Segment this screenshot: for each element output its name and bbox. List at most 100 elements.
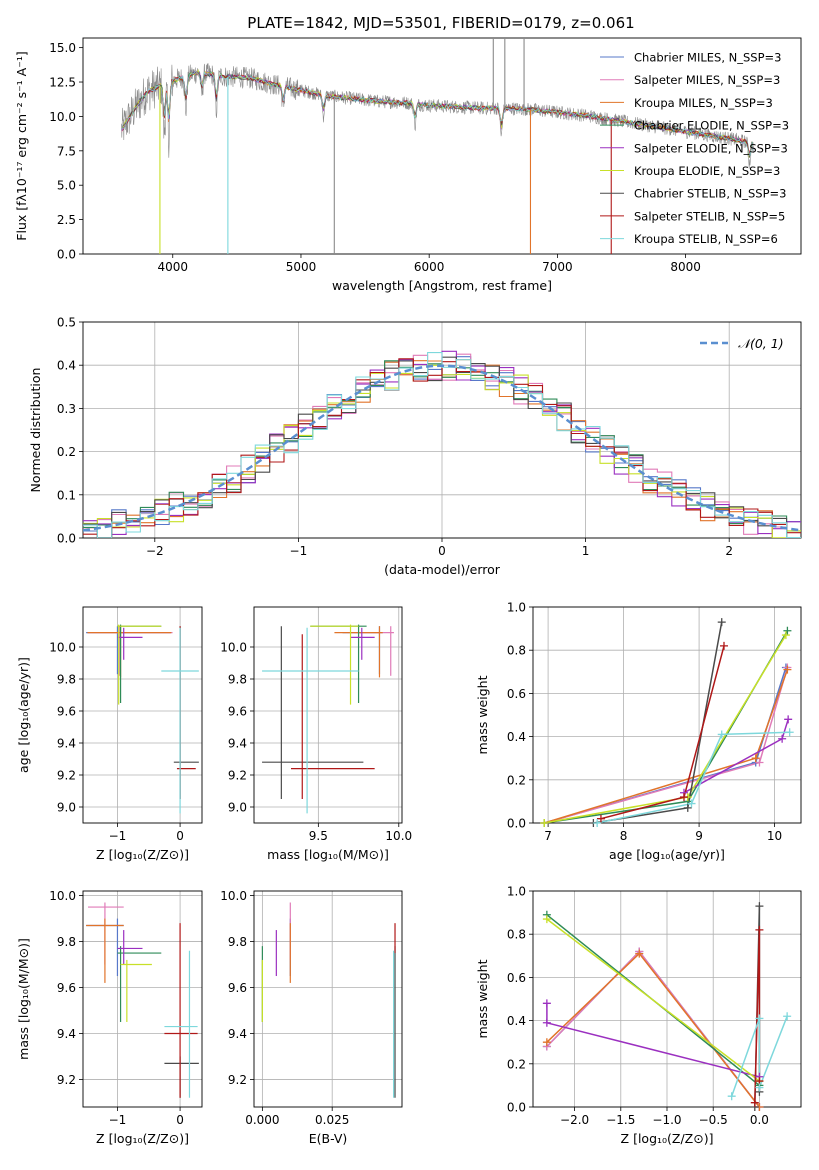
x-axis-label: Z [log₁₀(Z/Z⊙)] bbox=[96, 1131, 189, 1146]
y-tick-label: 2.5 bbox=[57, 213, 76, 227]
legend-label: Chabrier ELODIE, N_SSP=3 bbox=[634, 119, 789, 133]
mass-weight-marker bbox=[785, 728, 794, 737]
mass-weight-line bbox=[730, 1016, 788, 1097]
x-tick-label: −1.0 bbox=[652, 1113, 681, 1127]
y-tick-label: 0.3 bbox=[57, 402, 76, 416]
plot-frame bbox=[82, 321, 802, 539]
x-axis-label: E(B-V) bbox=[309, 1131, 348, 1146]
x-tick-label: −1 bbox=[290, 544, 308, 558]
legend-label: Salpeter MILES, N_SSP=3 bbox=[634, 73, 780, 87]
mass-weight-marker bbox=[542, 915, 551, 924]
legend-label: 𝒩(0, 1) bbox=[738, 336, 784, 351]
mass-weight-marker bbox=[542, 1038, 551, 1047]
y-tick-label: 0.4 bbox=[57, 359, 76, 373]
y-tick-label: 0.6 bbox=[507, 971, 526, 985]
y-axis-label: Normed distribution bbox=[28, 368, 43, 493]
y-tick-label: 9.8 bbox=[57, 673, 76, 687]
y-tick-label: 1.0 bbox=[507, 601, 526, 615]
y-tick-label: 12.5 bbox=[49, 76, 76, 90]
plot-frame bbox=[253, 890, 403, 1108]
y-tick-label: 9.2 bbox=[57, 1073, 76, 1087]
mass-weight-marker bbox=[755, 902, 764, 911]
age-vs-mass-panel: 9.5 10.0 9.0 9.2 9.4 9.6 9.8 10.0 mass [log₁₀(M/… bbox=[220, 606, 412, 862]
model-spectrum-line bbox=[123, 70, 754, 156]
x-tick-label: −2 bbox=[146, 544, 164, 558]
legend-label: Salpeter STELIB, N_SSP=5 bbox=[634, 209, 785, 223]
x-axis-label: wavelength [Angstrom, rest frame] bbox=[332, 278, 552, 293]
x-tick-label: 4000 bbox=[157, 260, 188, 274]
y-tick-label: 0.2 bbox=[507, 773, 526, 787]
x-tick-label: 0.0 bbox=[750, 1113, 769, 1127]
y-tick-label: 0.1 bbox=[57, 488, 76, 502]
figure-title: PLATE=1842, MJD=53501, FIBERID=0179, z=0… bbox=[247, 14, 634, 32]
y-tick-label: 0.8 bbox=[507, 928, 526, 942]
y-tick-label: 10.0 bbox=[49, 641, 76, 655]
y-tick-label: 9.0 bbox=[228, 801, 247, 815]
x-axis-label: Z [log₁₀(Z/Z⊙)] bbox=[96, 847, 189, 862]
x-tick-label: 0 bbox=[438, 544, 446, 558]
y-tick-label: 9.8 bbox=[57, 935, 76, 949]
y-tick-label: 9.8 bbox=[228, 935, 247, 949]
mass-weight-marker bbox=[593, 819, 602, 827]
y-tick-label: 0.6 bbox=[507, 687, 526, 701]
y-tick-label: 5.0 bbox=[57, 179, 76, 193]
residual-histogram-step bbox=[83, 358, 801, 538]
x-tick-label: 6000 bbox=[414, 260, 445, 274]
mass-weight-marker bbox=[635, 949, 644, 958]
y-tick-label: 0.2 bbox=[57, 445, 76, 459]
y-tick-label: 9.8 bbox=[228, 673, 247, 687]
x-tick-label: 10 bbox=[767, 829, 782, 843]
y-tick-label: 9.4 bbox=[57, 1027, 76, 1041]
plot-frame bbox=[82, 890, 203, 1108]
y-tick-label: 9.6 bbox=[57, 981, 76, 995]
legend-label: Kroupa STELIB, N_SSP=6 bbox=[634, 232, 778, 246]
mass-weight-marker bbox=[755, 1014, 764, 1023]
spectrum-panel: 4000 5000 6000 7000 8000 0.0 2.5 5.0 7.5 10.0 12.5… bbox=[14, 37, 802, 293]
x-tick-label: 7000 bbox=[542, 260, 573, 274]
y-tick-label: 9.4 bbox=[228, 1027, 247, 1041]
y-tick-label: 10.0 bbox=[220, 889, 247, 903]
x-tick-label: −1.5 bbox=[606, 1113, 635, 1127]
y-tick-label: 9.2 bbox=[57, 769, 76, 783]
mass-weight-marker bbox=[542, 1018, 551, 1027]
mass-weight-marker bbox=[596, 814, 605, 823]
y-tick-label: 10.0 bbox=[49, 889, 76, 903]
mass-vs-metallicity-panel: −1 0 9.2 9.4 9.6 9.8 10.0 Z [log₁₀(Z/Z⊙)] mass [… bbox=[16, 889, 203, 1146]
y-tick-label: 15.0 bbox=[49, 41, 76, 55]
legend-label: Kroupa MILES, N_SSP=3 bbox=[634, 96, 773, 110]
x-tick-label: 7 bbox=[544, 829, 552, 843]
x-tick-label: 8 bbox=[620, 829, 628, 843]
legend-label: Salpeter ELODIE, N_SSP=3 bbox=[634, 141, 788, 155]
y-tick-label: 1.0 bbox=[507, 885, 526, 899]
mass-weight-marker bbox=[781, 631, 790, 640]
x-tick-label: 1 bbox=[582, 544, 590, 558]
legend-label: Kroupa ELODIE, N_SSP=3 bbox=[634, 164, 780, 178]
mass-weight-marker bbox=[719, 641, 728, 650]
plot-frame bbox=[532, 606, 802, 824]
x-tick-label: 8000 bbox=[670, 260, 701, 274]
x-tick-label: −0.5 bbox=[699, 1113, 728, 1127]
y-axis-label: Flux [fλ10⁻¹⁷ erg cm⁻² s⁻¹ A⁻¹] bbox=[14, 51, 29, 240]
y-axis-label: mass weight bbox=[475, 959, 490, 1038]
y-tick-label: 7.5 bbox=[57, 144, 76, 158]
mass-weight-marker bbox=[751, 754, 760, 763]
plot-frame bbox=[82, 37, 802, 255]
y-tick-label: 0.0 bbox=[507, 1101, 526, 1115]
y-tick-label: 9.2 bbox=[228, 1073, 247, 1087]
y-tick-label: 10.0 bbox=[49, 110, 76, 124]
y-tick-label: 9.6 bbox=[57, 705, 76, 719]
x-tick-label: 10.0 bbox=[385, 829, 412, 843]
x-tick-label: −1 bbox=[109, 1113, 127, 1127]
y-tick-label: 0.2 bbox=[507, 1057, 526, 1071]
mass-weight-marker bbox=[687, 799, 696, 808]
age-vs-metallicity-panel: −1 0 9.0 9.2 9.4 9.6 9.8 10.0 Z [log₁₀(Z/Z⊙)] age… bbox=[16, 606, 203, 862]
x-axis-label: mass [log₁₀(M/M⊙)] bbox=[267, 847, 389, 862]
mass-weight-marker bbox=[784, 715, 793, 724]
y-tick-label: 9.2 bbox=[228, 769, 247, 783]
mass-weight-line bbox=[597, 731, 790, 823]
y-tick-label: 9.4 bbox=[57, 737, 76, 751]
mass-weight-vs-age-panel: 7 8 9 10 0.0 0.2 0.4 0.6 0.8 1.0 age [log₁₀(age/yr… bbox=[475, 601, 802, 862]
y-tick-label: 0.0 bbox=[57, 248, 76, 262]
y-axis-label: age [log₁₀(age/yr)] bbox=[16, 657, 31, 773]
mass-weight-marker bbox=[540, 819, 549, 827]
